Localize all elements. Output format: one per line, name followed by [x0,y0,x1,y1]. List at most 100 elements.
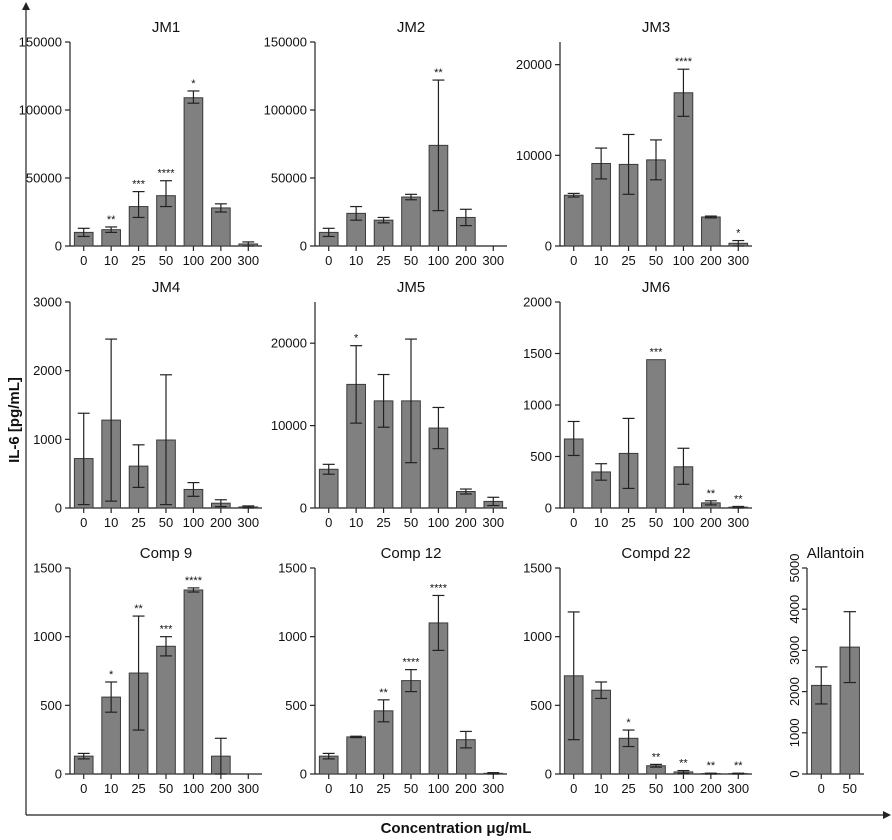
bar-0 [318,468,339,509]
y-tick-label: 20000 [271,336,307,351]
y-tick-label: 0 [300,239,307,254]
y-tick-label: 150000 [19,35,62,50]
x-tick-label: 0 [570,781,577,796]
x-tick-label: 0 [80,515,87,530]
y-tick-label: 150000 [264,35,307,50]
panel-compd-22: Compd 22 0 500 1000 1500 0 10 25 * 50 ** 100 ** 200 **… [523,545,752,796]
x-tick-label: 200 [700,781,722,796]
significance-label: * [626,717,631,729]
significance-label: ** [734,760,743,772]
y-tick-label: 10000 [271,418,307,433]
x-tick-label: 50 [404,781,418,796]
significance-label: * [109,669,114,681]
x-tick-label: 300 [727,781,749,796]
y-tick-label: 1000 [787,718,802,747]
x-tick-label: 50 [159,253,173,268]
x-tick-label: 0 [325,253,332,268]
bar-10 [346,736,366,775]
x-tick-label: 100 [183,515,205,530]
panel-title: JM2 [397,19,425,36]
significance-label: **** [185,575,203,587]
y-tick-label: 10000 [516,148,552,163]
significance-label: **** [157,168,175,180]
x-tick-label: 0 [325,781,332,796]
y-arrowhead [22,2,30,10]
x-tick-label: 200 [700,515,722,530]
x-tick-label: 10 [104,781,118,796]
significance-label: *** [160,624,174,636]
y-tick-label: 100000 [19,103,62,118]
x-tick-label: 50 [649,781,663,796]
x-tick-label: 100 [428,781,450,796]
x-tick-label: 10 [594,515,608,530]
bar-100 [183,97,204,247]
panel-allantoin: Allantoin 0 1000 2000 3000 4000 5000 0 50 [787,545,864,796]
bar-50 [401,680,421,775]
panel-title: JM4 [152,279,180,296]
significance-label: * [354,333,359,345]
y-tick-label: 1000 [523,398,552,413]
bar-50 [401,196,421,247]
y-tick-label: 0 [545,767,552,782]
significance-label: ** [434,67,443,79]
significance-label: * [736,228,741,240]
x-tick-label: 200 [700,253,722,268]
y-tick-label: 4000 [787,595,802,624]
panel-title: JM5 [397,279,425,296]
y-tick-label: 1000 [33,629,62,644]
x-tick-label: 10 [349,253,363,268]
bar-50 [646,359,666,509]
x-tick-label: 200 [455,515,477,530]
significance-label: ** [707,760,716,772]
y-tick-label: 500 [530,449,552,464]
x-tick-label: 10 [594,781,608,796]
bar-200 [211,207,231,247]
panel-title: JM1 [152,19,180,36]
bar-100 [183,589,204,775]
x-tick-label: 25 [376,515,390,530]
x-tick-label: 100 [673,781,695,796]
x-tick-label: 10 [349,781,363,796]
x-tick-label: 300 [482,781,504,796]
panel-title: JM3 [642,19,670,36]
panel-jm3: JM3 0 10000 20000 0 10 25 50 100 **** 200 300 * [516,19,752,268]
x-tick-label: 25 [131,781,145,796]
y-tick-label: 0 [787,770,802,777]
y-tick-label: 20000 [516,57,552,72]
x-tick-label: 0 [570,253,577,268]
y-tick-label: 2000 [523,295,552,310]
x-tick-label: 25 [131,515,145,530]
x-tick-label: 0 [818,781,825,796]
y-tick-label: 50000 [271,171,307,186]
x-tick-label: 300 [482,515,504,530]
x-tick-label: 50 [404,253,418,268]
y-tick-label: 100000 [264,103,307,118]
significance-label: *** [650,347,664,359]
bar-0 [563,194,584,247]
x-tick-label: 0 [325,515,332,530]
y-tick-label: 0 [300,767,307,782]
panel-title: Comp 9 [140,545,193,562]
x-tick-label: 300 [727,253,749,268]
x-tick-label: 300 [482,253,504,268]
panel-title: Comp 12 [381,545,442,562]
y-tick-label: 3000 [33,295,62,310]
significance-label: ** [652,751,661,763]
bar-10 [591,689,611,775]
x-tick-label: 100 [673,253,695,268]
x-tick-label: 100 [673,515,695,530]
y-tick-label: 1000 [33,432,62,447]
significance-label: ** [134,603,143,615]
y-tick-label: 1000 [523,629,552,644]
x-tick-label: 100 [428,253,450,268]
x-tick-label: 200 [455,781,477,796]
x-tick-label: 10 [104,253,118,268]
bar-25 [373,219,394,247]
panel-title: JM6 [642,279,670,296]
x-tick-label: 25 [131,253,145,268]
panel-title: Allantoin [807,545,865,562]
y-tick-label: 0 [300,501,307,516]
panel-jm4: JM4 0 1000 2000 3000 0 10 25 50 100 200 300 [33,279,262,530]
x-tick-label: 100 [428,515,450,530]
